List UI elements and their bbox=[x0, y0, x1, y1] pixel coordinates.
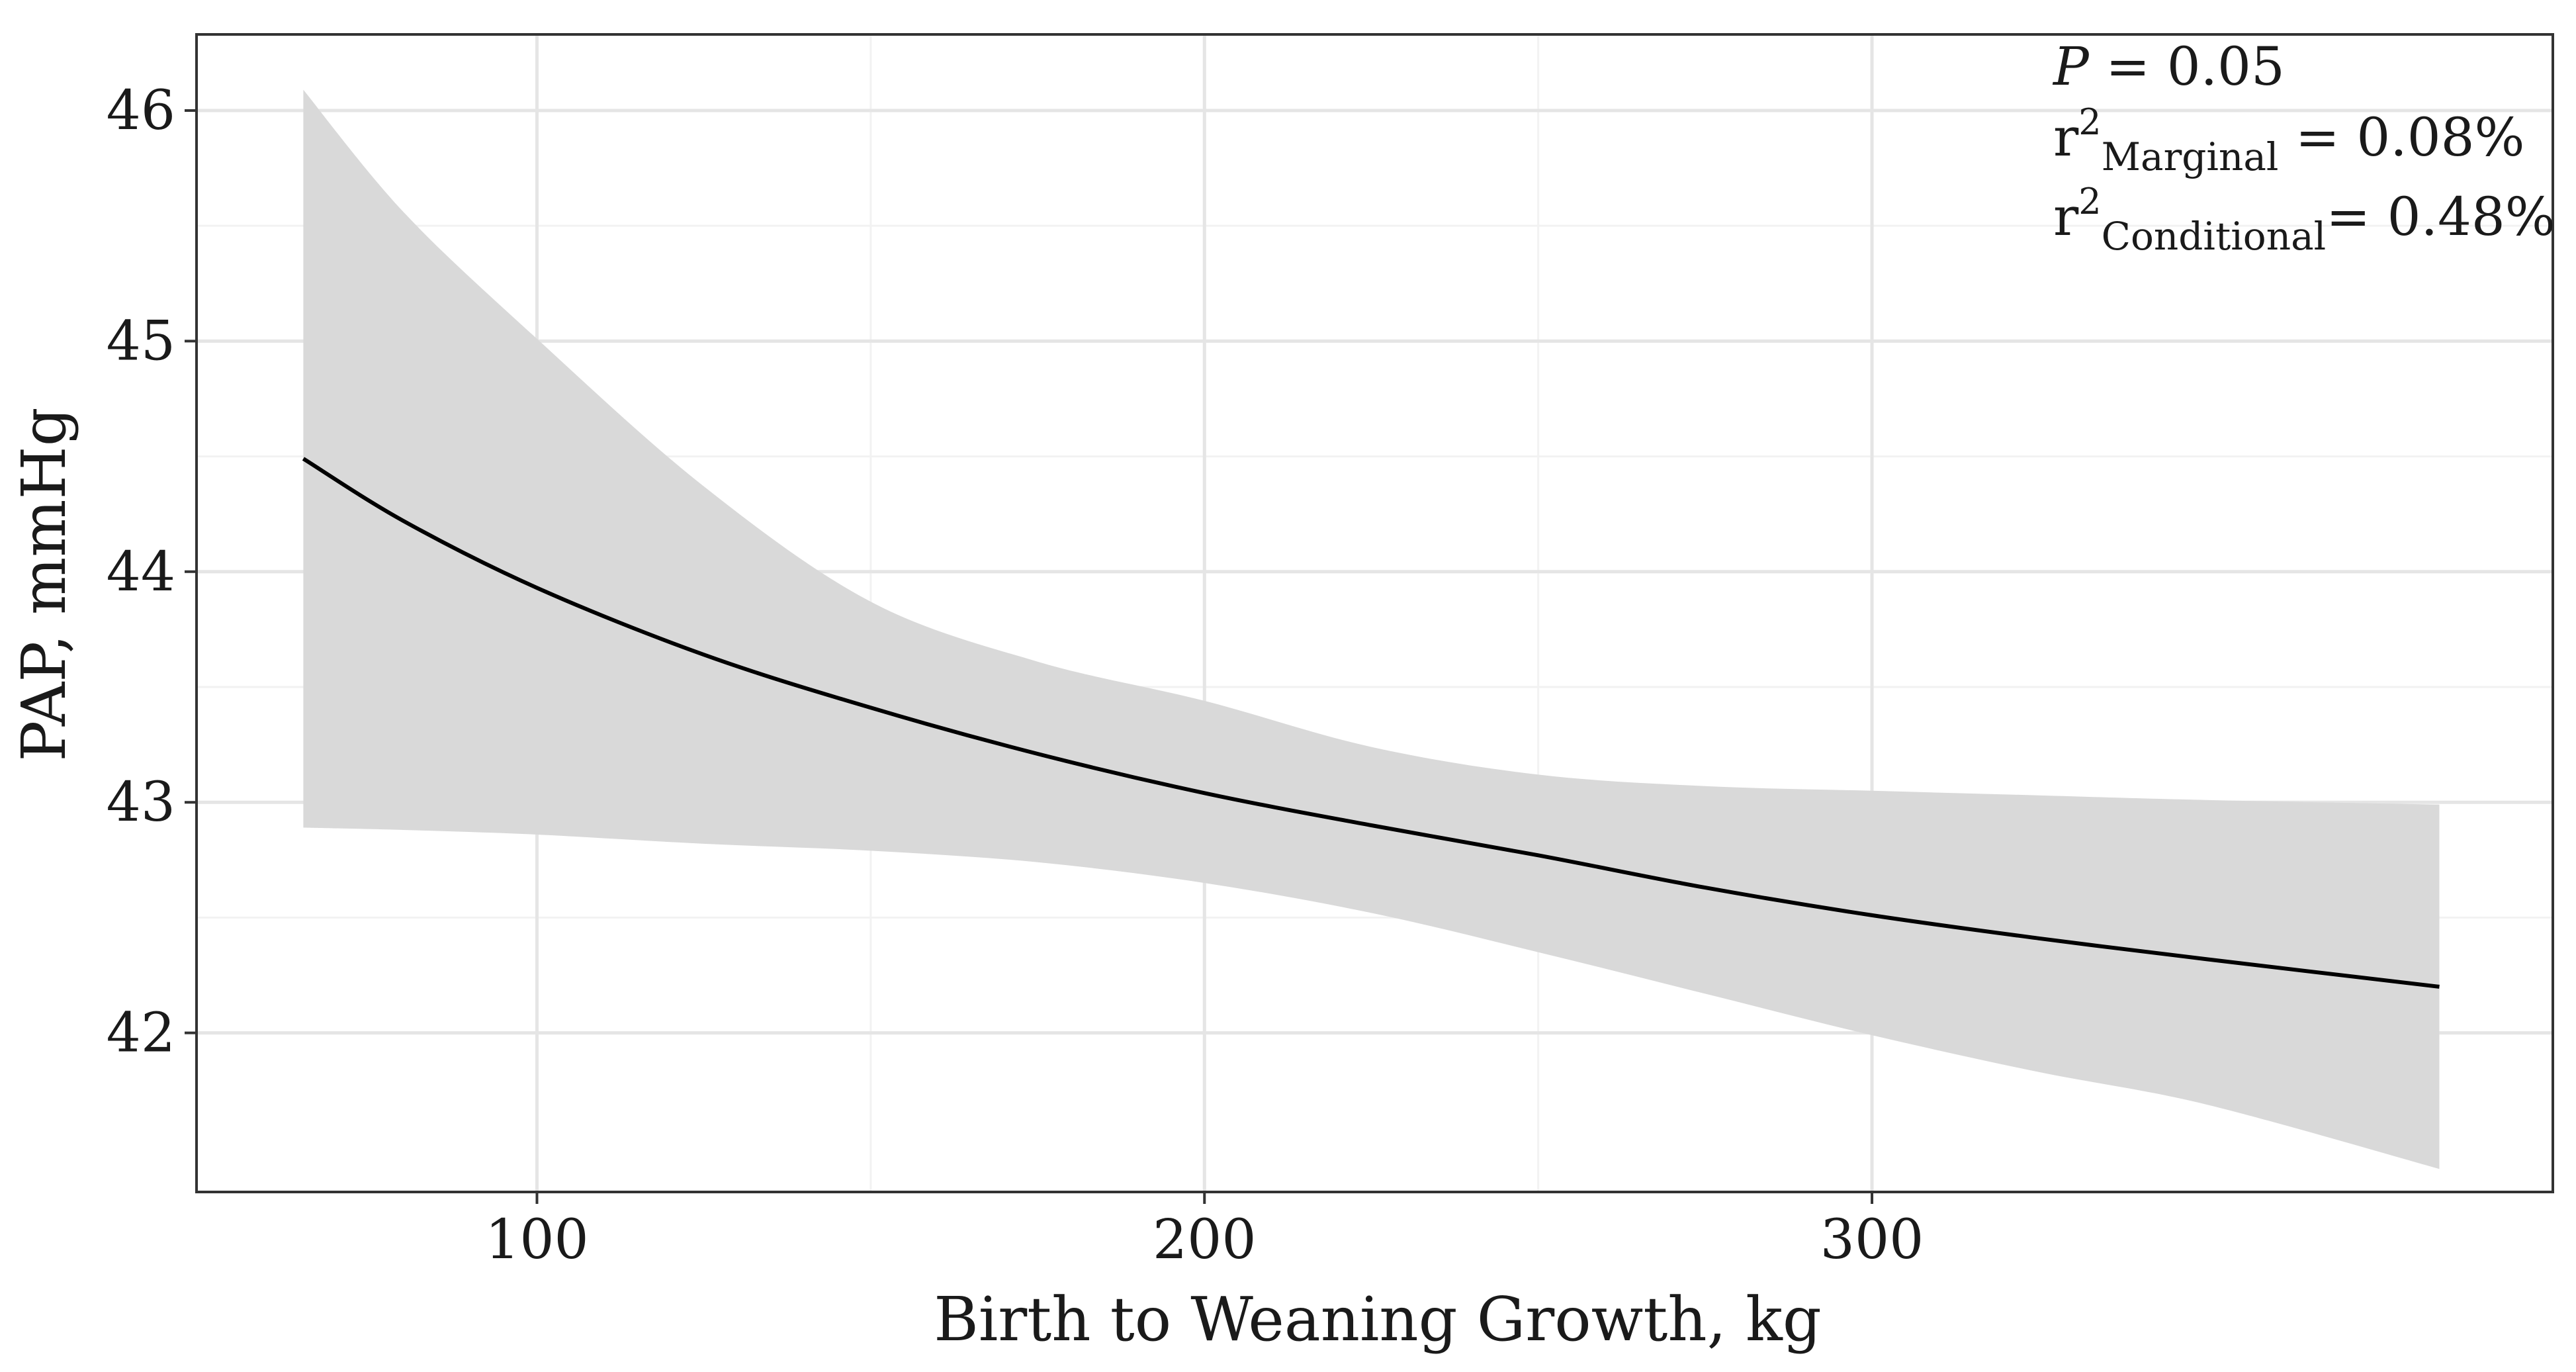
r2-conditional-line: r2Conditional= 0.48% bbox=[2053, 181, 2555, 259]
p-value-line: P = 0.05 bbox=[2052, 36, 2285, 97]
y-tick-label: 43 bbox=[107, 771, 175, 834]
confidence-band bbox=[303, 89, 2440, 1169]
axis-ticks bbox=[185, 109, 1874, 1204]
x-tick-label: 200 bbox=[1153, 1209, 1257, 1271]
p-symbol: P bbox=[2052, 36, 2090, 97]
p-value: = 0.05 bbox=[2089, 36, 2285, 97]
y-axis-title: PAP, mmHg bbox=[9, 407, 79, 761]
y-tick-label: 45 bbox=[107, 310, 175, 373]
r2-marginal-value: = 0.08% bbox=[2278, 107, 2524, 168]
fit-line-layer bbox=[302, 457, 2440, 989]
stats-annotation: P = 0.05 r2Marginal = 0.08% r2Conditiona… bbox=[2052, 36, 2555, 259]
r2-conditional-base: r bbox=[2053, 186, 2079, 248]
x-tick-label: 300 bbox=[1820, 1209, 1924, 1271]
y-tick-label: 42 bbox=[107, 1002, 175, 1065]
fit-line bbox=[302, 457, 2440, 989]
r2-marginal-base: r bbox=[2053, 107, 2079, 168]
x-tick-label: 100 bbox=[485, 1209, 589, 1271]
r2-conditional-sub: Conditional bbox=[2102, 214, 2327, 259]
r2-marginal-sup: 2 bbox=[2078, 101, 2101, 143]
r2-conditional-value: = 0.48% bbox=[2326, 186, 2555, 248]
r2-marginal-line: r2Marginal = 0.08% bbox=[2053, 101, 2525, 179]
r2-marginal-sub: Marginal bbox=[2102, 134, 2279, 179]
r2-conditional-sup: 2 bbox=[2078, 181, 2101, 222]
confidence-band-layer bbox=[303, 89, 2440, 1169]
panel-border bbox=[195, 33, 2554, 1193]
y-tick-label: 46 bbox=[107, 79, 175, 142]
x-axis-title: Birth to Weaning Growth, kg bbox=[934, 1284, 1821, 1355]
y-tick-label: 44 bbox=[107, 541, 175, 604]
tick-labels: 100 200 300 42 43 44 45 46 bbox=[107, 79, 1924, 1271]
